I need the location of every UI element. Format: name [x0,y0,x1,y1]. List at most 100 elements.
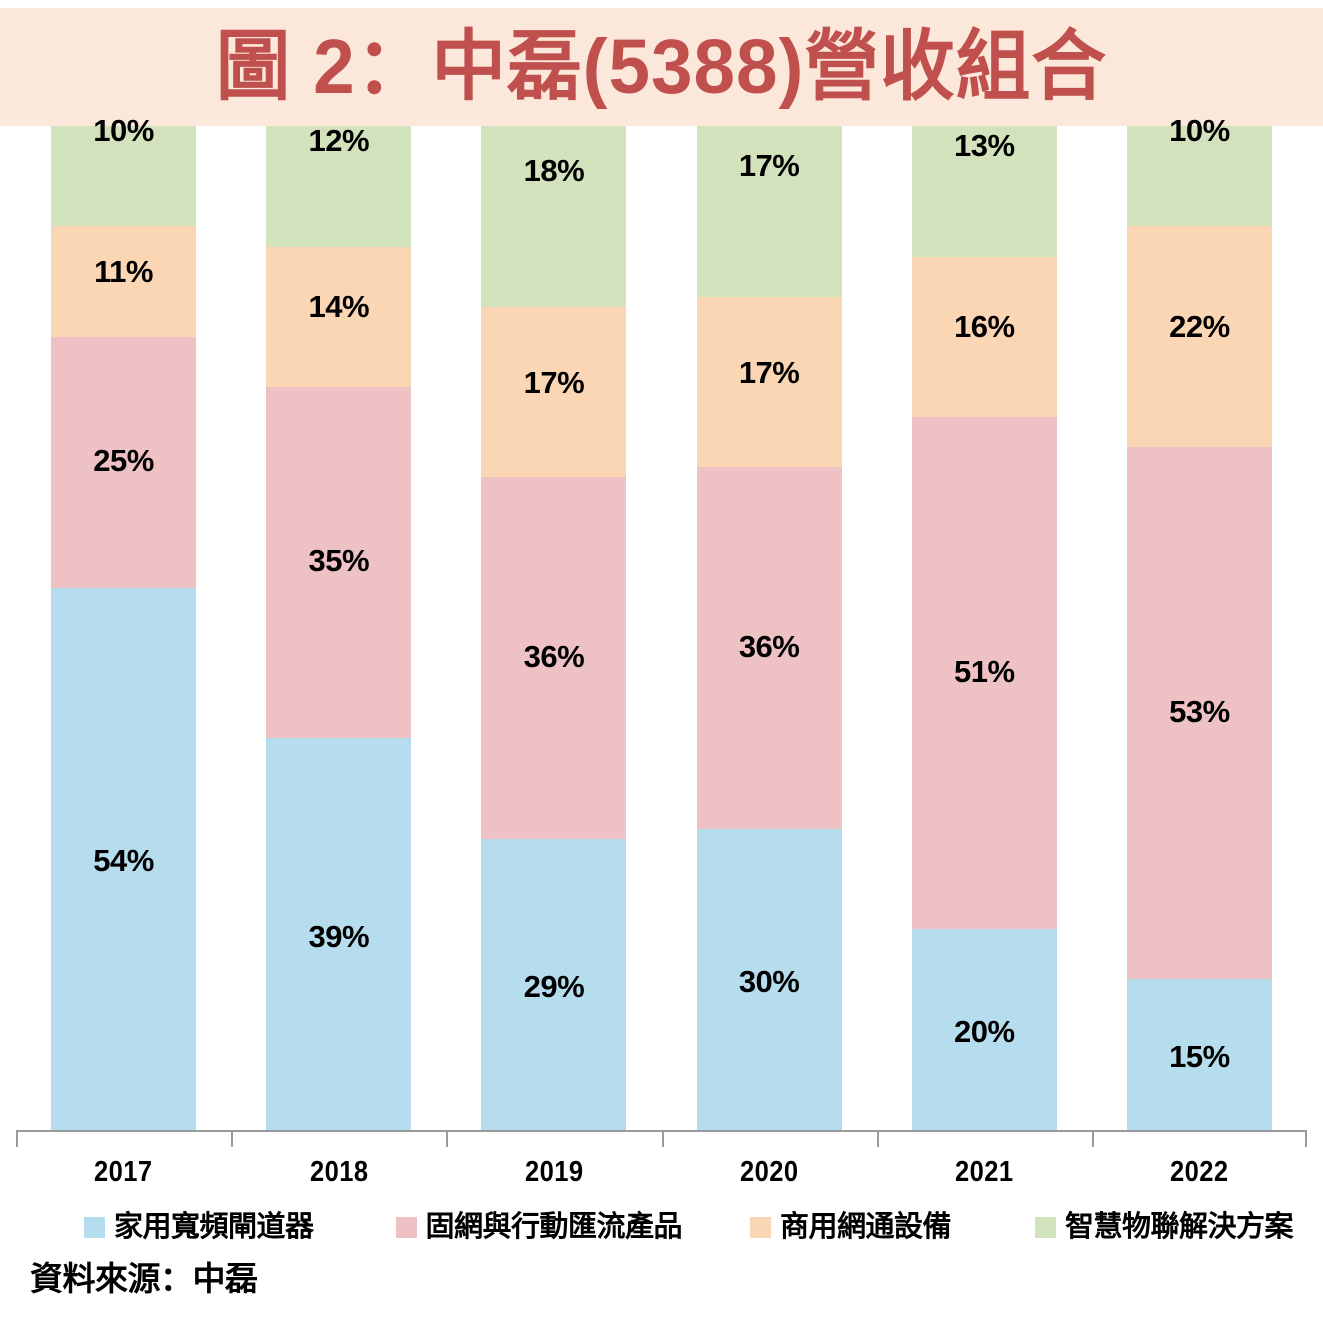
bar-segment-label: 17% [523,364,585,400]
bar-segment-label: 36% [523,638,585,674]
bar-slot: 12% 14% 35% 39% [231,122,446,1130]
bar-segment[interactable]: 17% [696,296,842,468]
legend-label: 固網與行動匯流產品 [425,1210,683,1243]
bar-segment[interactable]: 17% [481,306,627,478]
x-axis-label-2018: 2018 [309,1155,369,1188]
x-axis-label-2017: 2017 [94,1155,153,1188]
axis-tick [876,1130,879,1147]
bar-segment-label: 18% [523,152,585,188]
bar-segment[interactable]: 20% [911,929,1057,1130]
bar-segment[interactable]: 35% [266,387,412,739]
x-axis-label-slot: 2020 [662,1152,877,1192]
bar-segment-label: 17% [738,354,800,390]
bar-segment-label: 11% [94,254,153,290]
bar-segment[interactable]: 53% [1126,447,1272,980]
x-axis-label-2022: 2022 [1170,1155,1229,1188]
bar-segment-label: 16% [953,309,1015,345]
bar-segment-label: 10% [93,112,154,148]
bar-slot: 18% 17% 36% 29% [446,126,661,1130]
bar-segment-label: 39% [308,918,370,954]
bar-segment-label: 13% [953,127,1015,163]
bar-segment[interactable]: 15% [1126,979,1272,1130]
bar-segment-label: 36% [738,628,800,664]
bar-segment-label: 54% [93,843,154,879]
bar-segment[interactable]: 10% [1126,115,1272,227]
legend-swatch-icon [84,1216,105,1238]
x-axis-label-2019: 2019 [524,1155,584,1188]
x-axis-label-slot: 2021 [877,1152,1092,1192]
bar-segment-label: 22% [1169,309,1230,345]
axis-tick [1305,1130,1307,1147]
bar-segment-label: 29% [523,968,585,1004]
chart-title-band: 圖 2：中磊(5388)營收組合 [0,8,1323,126]
legend-swatch-icon [1035,1216,1057,1238]
bar-segment-label: 14% [308,289,370,325]
bar-segment[interactable]: 22% [1126,226,1272,448]
stacked-bar-2021[interactable]: 13% 16% 51% 20% [911,126,1057,1130]
x-axis-label-slot: 2017 [16,1152,231,1192]
axis-tick [231,1130,234,1147]
bar-segment[interactable]: 13% [911,126,1057,257]
legend-swatch-icon [395,1216,417,1238]
stacked-bar-2022[interactable]: 10% 22% 53% 15% [1126,115,1272,1130]
legend-item[interactable]: 固網與行動匯流產品 [395,1210,683,1243]
bar-segment-label: 25% [93,442,154,478]
bar-segment[interactable]: 17% [696,126,842,297]
bar-slot: 10% 22% 53% 15% [1092,115,1307,1130]
legend-label: 商用網通設備 [780,1210,952,1243]
bar-segment[interactable]: 39% [266,738,412,1130]
bar-segment[interactable]: 18% [481,126,627,307]
stacked-bars-container: 10% 11% 25% 54% 12% 14% 35% 39% 18% 17% 36% 29% 17% 1… [16,115,1307,1130]
bar-segment[interactable]: 51% [911,417,1057,930]
bar-segment-label: 30% [738,963,800,999]
bar-segment[interactable]: 12% [266,122,412,247]
legend-swatch-icon [750,1216,772,1238]
bar-segment[interactable]: 10% [51,115,197,227]
legend-item[interactable]: 智慧物聯解決方案 [1035,1210,1294,1243]
x-axis-ticks [16,1130,1307,1147]
bar-segment[interactable]: 54% [51,587,197,1130]
bar-segment-label: 12% [308,122,370,158]
bar-segment[interactable]: 30% [696,828,842,1130]
stacked-bar-2017[interactable]: 10% 11% 25% 54% [51,115,197,1130]
legend-item[interactable]: 家用寬頻閘道器 [84,1210,314,1243]
stacked-bar-2018[interactable]: 12% 14% 35% 39% [266,122,412,1130]
chart-legend: 家用寬頻閘道器 固網與行動匯流產品 商用網通設備 智慧物聯解決方案 [84,1208,1294,1246]
axis-tick [16,1130,18,1147]
bar-slot: 17% 17% 36% 30% [662,126,877,1130]
bar-segment[interactable]: 14% [266,246,412,388]
x-axis-label-slot: 2018 [231,1152,446,1192]
bar-segment-label: 10% [1169,112,1230,148]
stacked-bar-2019[interactable]: 18% 17% 36% 29% [481,126,627,1130]
bar-segment[interactable]: 25% [51,336,197,588]
chart-title: 圖 2：中磊(5388)營收組合 [215,23,1108,110]
x-axis-labels: 2017 2018 2019 2020 2021 2022 [16,1152,1307,1192]
bar-segment[interactable]: 36% [696,467,842,829]
legend-label: 家用寬頻閘道器 [114,1210,314,1243]
legend-label: 智慧物聯解決方案 [1065,1210,1294,1243]
axis-tick [1091,1130,1094,1147]
bar-segment-label: 20% [953,1014,1015,1050]
bar-segment[interactable]: 11% [51,226,197,337]
bar-slot: 13% 16% 51% 20% [877,126,1092,1130]
x-axis-label-2020: 2020 [739,1155,799,1188]
x-axis-label-2021: 2021 [955,1155,1014,1188]
bar-segment-label: 53% [1169,693,1230,729]
plot-area: 10% 11% 25% 54% 12% 14% 35% 39% 18% 17% 36% 29% 17% 1… [0,115,1323,1136]
axis-tick [446,1130,449,1147]
stacked-bar-2020[interactable]: 17% 17% 36% 30% [696,126,842,1130]
x-axis-label-slot: 2019 [446,1152,661,1192]
legend-item[interactable]: 商用網通設備 [750,1210,952,1243]
bar-segment-label: 15% [1169,1039,1230,1075]
bar-segment-label: 35% [308,543,370,579]
bar-segment[interactable]: 16% [911,256,1057,418]
bar-segment-label: 17% [738,147,800,183]
bar-segment-label: 51% [953,653,1015,689]
bar-segment[interactable]: 36% [481,477,627,839]
source-note: 資料來源：中磊 [30,1260,258,1297]
x-axis-label-slot: 2022 [1092,1152,1307,1192]
bar-slot: 10% 11% 25% 54% [16,115,231,1130]
axis-tick [661,1130,664,1147]
bar-segment[interactable]: 29% [481,838,627,1130]
